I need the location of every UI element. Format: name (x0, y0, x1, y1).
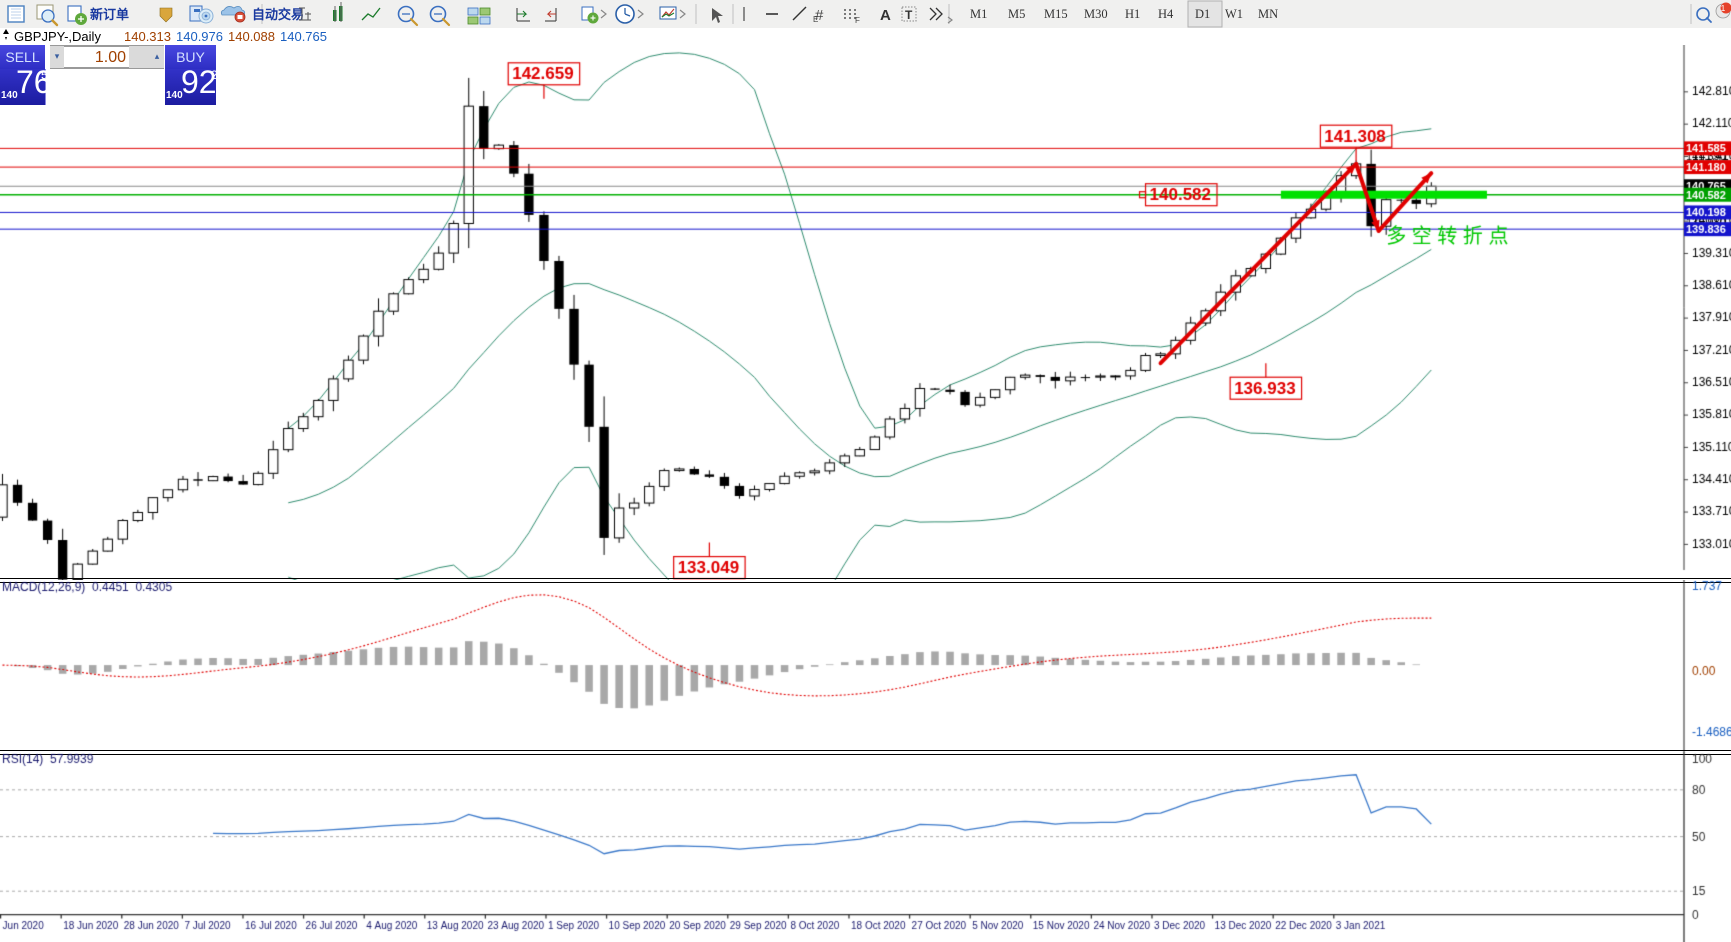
svg-text:自动交易: 自动交易 (252, 7, 304, 22)
svg-text:MN: MN (1258, 7, 1278, 21)
svg-text:D1: D1 (1195, 7, 1210, 21)
svg-text:F: F (855, 16, 860, 25)
svg-text:140.313: 140.313 (124, 29, 171, 44)
svg-text:GBPJPY-,Daily: GBPJPY-,Daily (14, 29, 101, 44)
svg-text:新订单: 新订单 (90, 7, 129, 22)
svg-text:H1: H1 (1125, 7, 1140, 21)
svg-text:1: 1 (1721, 3, 1726, 13)
svg-text:M1: M1 (970, 7, 987, 21)
svg-text:A: A (880, 7, 891, 24)
svg-text:140.976: 140.976 (176, 29, 223, 44)
svg-text:M15: M15 (1044, 7, 1068, 21)
svg-text:M30: M30 (1084, 7, 1108, 21)
svg-text:H4: H4 (1158, 7, 1174, 21)
svg-text:M5: M5 (1008, 7, 1025, 21)
svg-text:140.765: 140.765 (280, 29, 327, 44)
svg-text:T: T (905, 8, 913, 22)
svg-text:W1: W1 (1225, 7, 1243, 21)
svg-text:E: E (813, 15, 818, 24)
svg-text:140.088: 140.088 (228, 29, 275, 44)
